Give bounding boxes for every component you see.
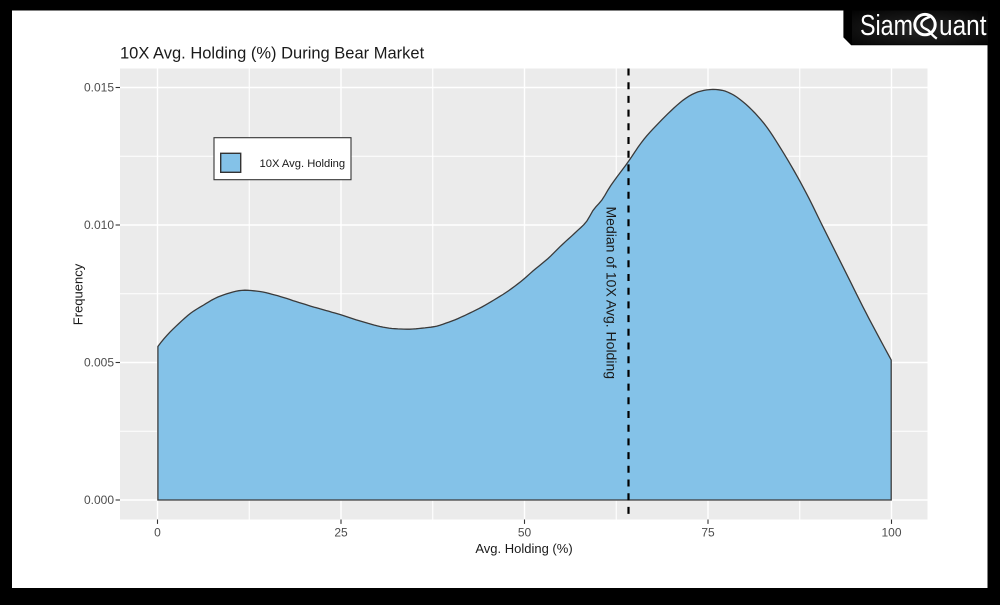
svg-text:Frequency: Frequency [71,263,86,325]
svg-text:Median of 10X Avg. Holding: Median of 10X Avg. Holding [604,207,620,380]
svg-text:50: 50 [518,526,532,540]
svg-text:10X Avg. Holding (%) During Be: 10X Avg. Holding (%) During Bear Market [120,45,425,63]
svg-text:0: 0 [154,526,161,540]
svg-text:100: 100 [881,526,901,540]
svg-text:0.015: 0.015 [84,81,114,95]
svg-text:25: 25 [334,526,348,540]
svg-text:0.005: 0.005 [84,356,114,370]
svg-text:Siam: Siam [860,10,913,42]
svg-text:0.010: 0.010 [84,218,114,232]
svg-text:10X Avg. Holding: 10X Avg. Holding [260,158,346,170]
svg-text:0.000: 0.000 [84,493,114,507]
svg-text:75: 75 [701,526,715,540]
svg-text:Avg. Holding (%): Avg. Holding (%) [475,541,572,556]
svg-text:uant: uant [939,10,987,42]
